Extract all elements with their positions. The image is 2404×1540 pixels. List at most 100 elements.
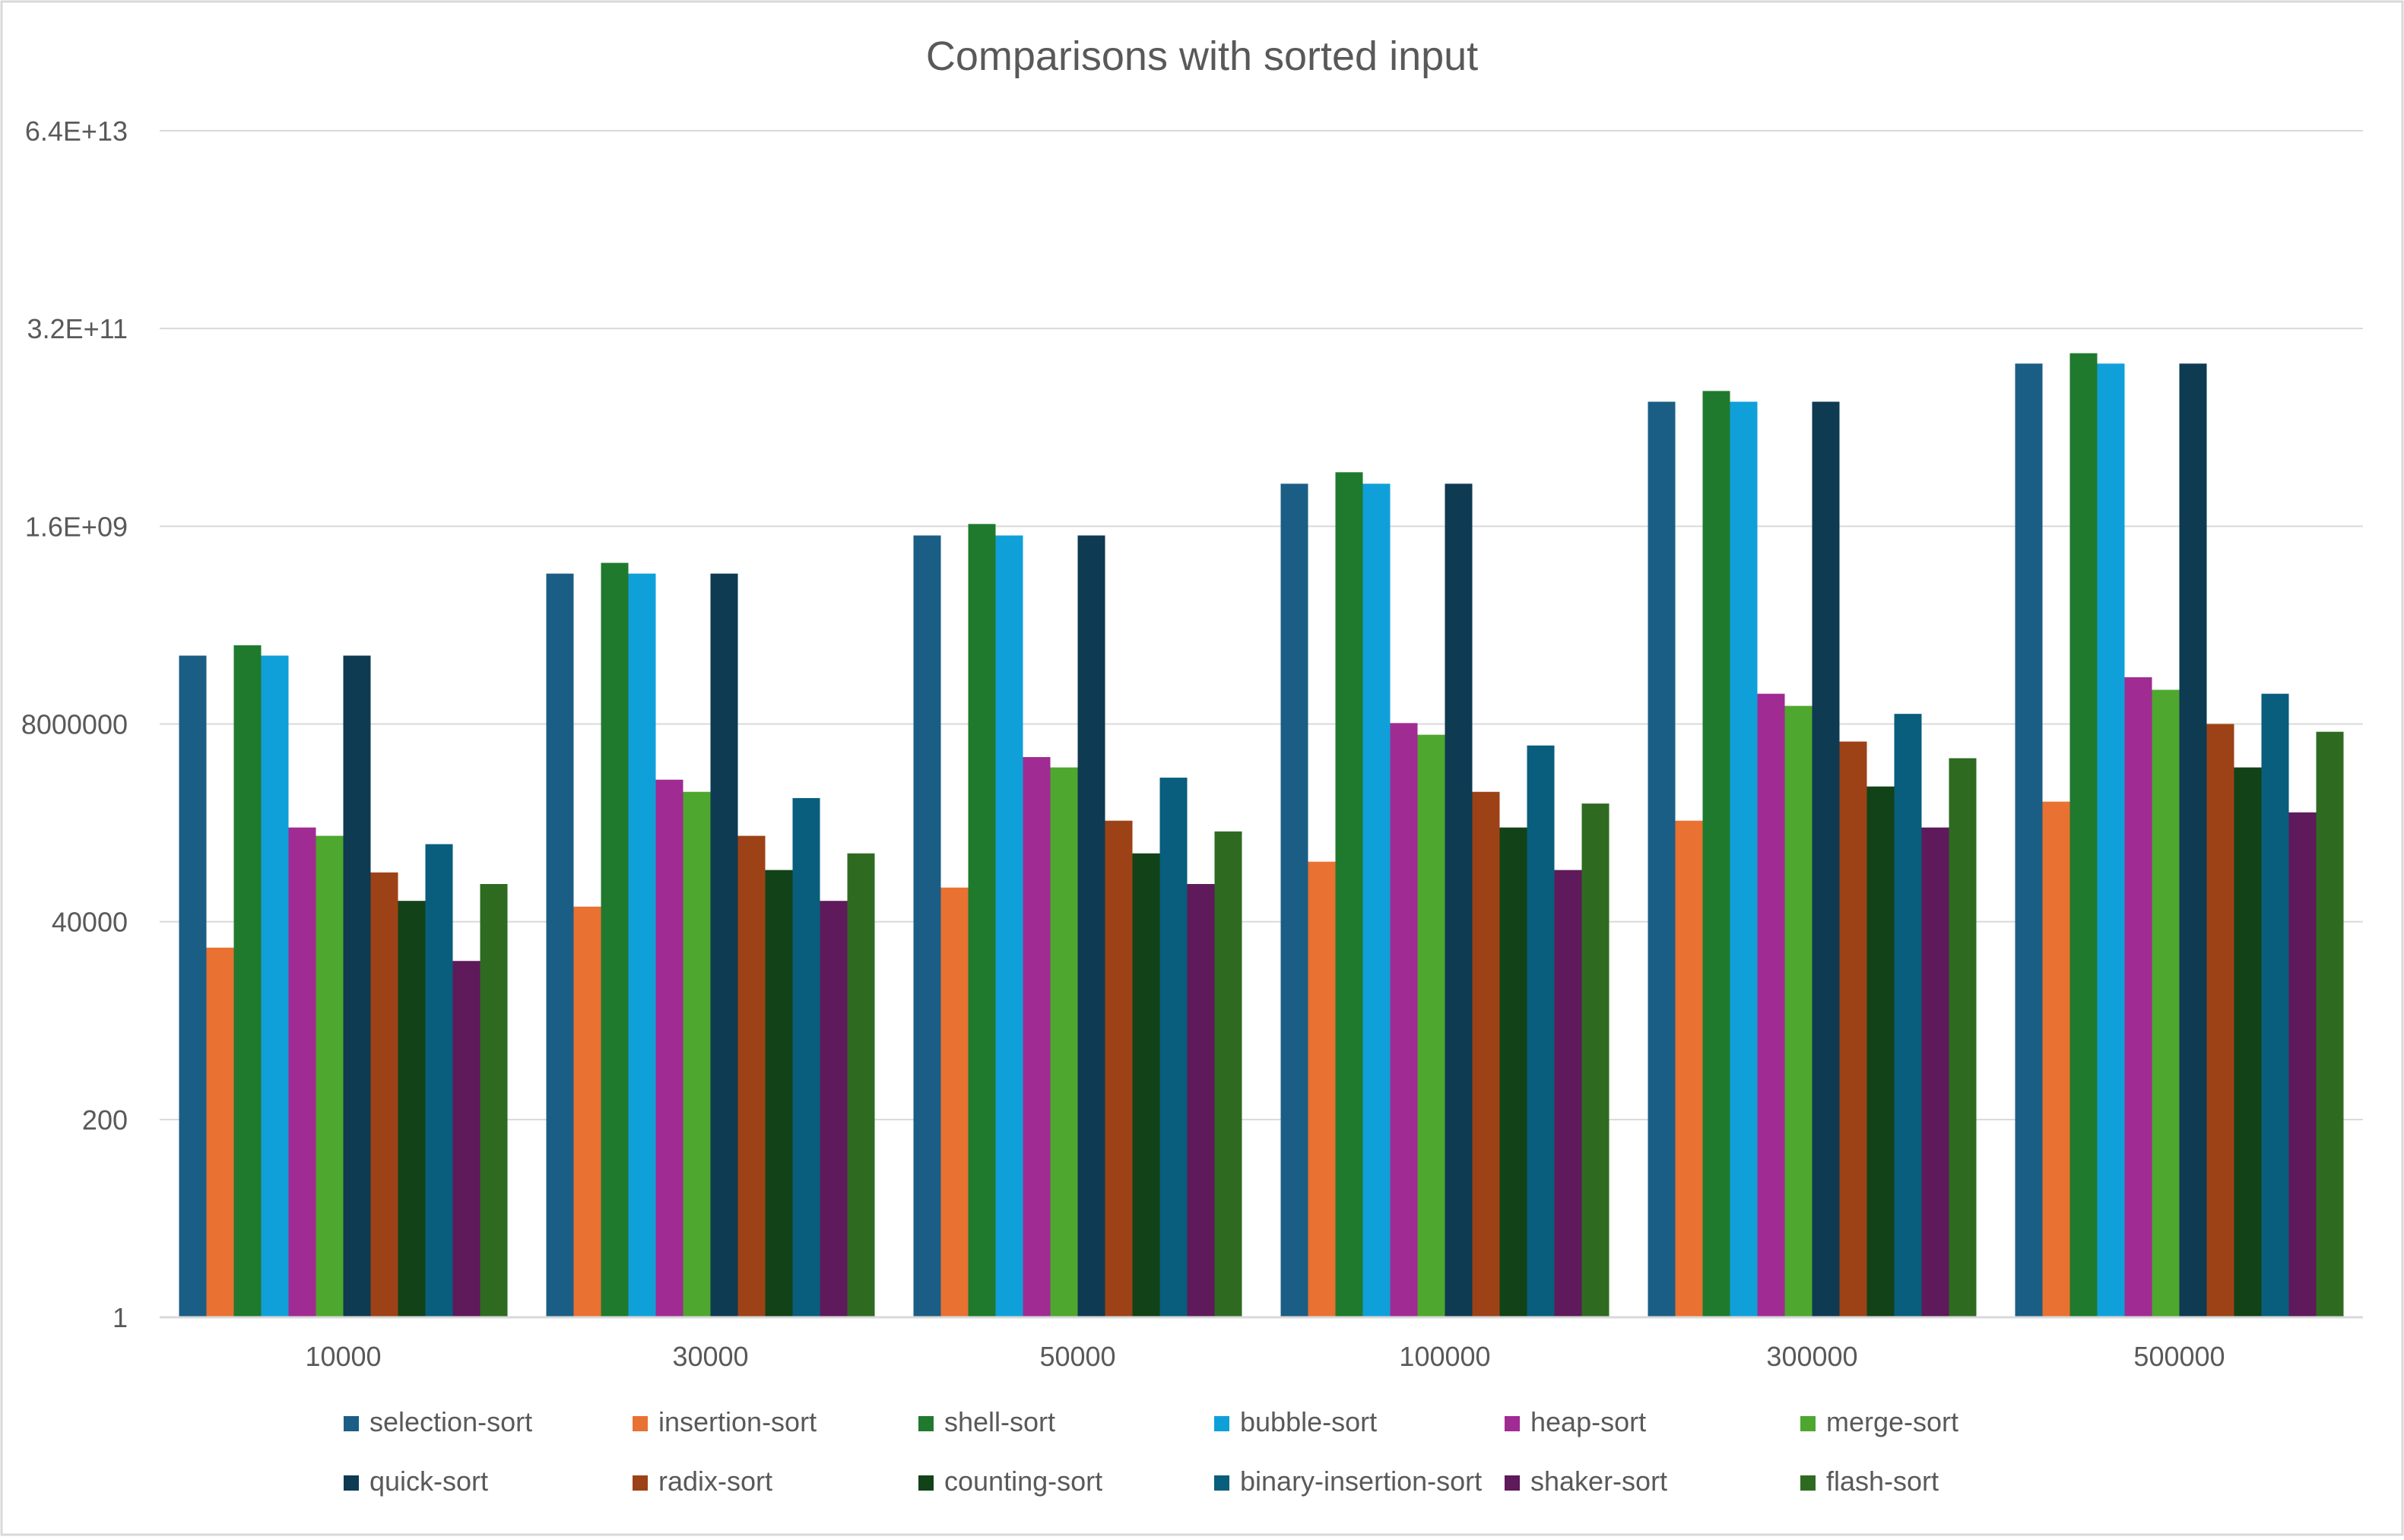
bar-shell-sort — [1702, 391, 1730, 1317]
legend-item: binary-insertion-sort — [1214, 1466, 1482, 1497]
bar-bubble-sort — [628, 573, 656, 1317]
bar-shaker-sort — [2288, 812, 2317, 1317]
bar-selection-sort — [913, 535, 941, 1317]
bar-binary-insertion-sort — [792, 797, 820, 1317]
bar-shaker-sort — [820, 901, 848, 1317]
gridlines — [160, 130, 2363, 1120]
x-tick-label: 300000 — [1766, 1341, 1857, 1372]
bar-flash-sort — [847, 853, 875, 1317]
bar-bubble-sort — [261, 655, 289, 1317]
y-tick-label: 1 — [113, 1302, 128, 1333]
bar-radix-sort — [1105, 820, 1133, 1317]
y-tick-label: 1.6E+09 — [25, 511, 128, 542]
bar-radix-sort — [1472, 791, 1500, 1317]
legend-item: shell-sort — [918, 1406, 1055, 1437]
bar-shell-sort — [601, 562, 629, 1317]
bar-quick-sort — [1445, 483, 1473, 1317]
legend-swatch — [918, 1475, 934, 1491]
bars — [179, 353, 2344, 1318]
bar-binary-insertion-sort — [1159, 778, 1188, 1317]
bar-heap-sort — [1390, 723, 1418, 1317]
legend-label: binary-insertion-sort — [1240, 1466, 1482, 1497]
bar-flash-sort — [2316, 731, 2344, 1317]
legend: selection-sort insertion-sort shell-sort bu… — [344, 1406, 1958, 1497]
bar-radix-sort — [1839, 741, 1867, 1317]
bar-shaker-sort — [1921, 827, 1949, 1317]
chart-title: Comparisons with sorted input — [926, 33, 1478, 79]
y-tick-label: 8000000 — [21, 709, 128, 740]
bar-merge-sort — [2152, 689, 2180, 1317]
bar-flash-sort — [1214, 831, 1242, 1317]
legend-swatch — [1505, 1416, 1520, 1431]
x-tick-label: 30000 — [672, 1341, 748, 1372]
bar-merge-sort — [1417, 734, 1445, 1317]
bar-selection-sort — [1648, 401, 1676, 1317]
legend-swatch — [344, 1416, 359, 1431]
bar-insertion-sort — [206, 947, 234, 1317]
legend-swatch — [1214, 1475, 1229, 1491]
bar-radix-sort — [737, 835, 766, 1317]
y-tick-label: 200 — [82, 1104, 128, 1136]
x-tick-label: 50000 — [1039, 1341, 1115, 1372]
x-axis-tick-labels: 10000 30000 50000 100000 300000 500000 — [305, 1341, 2225, 1372]
x-tick-label: 500000 — [2133, 1341, 2225, 1372]
legend-swatch — [1800, 1416, 1816, 1431]
bar-merge-sort — [1784, 705, 1813, 1317]
bar-binary-insertion-sort — [1894, 714, 1922, 1317]
bar-heap-sort — [1757, 693, 1785, 1317]
bar-binary-insertion-sort — [2261, 693, 2289, 1317]
bar-flash-sort — [1949, 758, 1977, 1317]
bar-selection-sort — [546, 573, 574, 1317]
bar-counting-sort — [2234, 767, 2262, 1317]
bar-shaker-sort — [1187, 883, 1215, 1317]
legend-item: insertion-sort — [633, 1406, 817, 1437]
bar-selection-sort — [179, 655, 207, 1317]
legend-label: bubble-sort — [1240, 1406, 1377, 1437]
bar-bubble-sort — [1362, 483, 1391, 1317]
legend-swatch — [1505, 1475, 1520, 1491]
legend-swatch — [918, 1416, 934, 1431]
x-tick-label: 10000 — [305, 1341, 381, 1372]
bar-radix-sort — [2206, 724, 2234, 1317]
bar-shaker-sort — [452, 961, 480, 1317]
legend-item: selection-sort — [344, 1406, 532, 1437]
legend-swatch — [344, 1475, 359, 1491]
legend-label: heap-sort — [1530, 1406, 1646, 1437]
legend-label: radix-sort — [658, 1466, 772, 1497]
legend-item: shaker-sort — [1505, 1466, 1667, 1497]
bar-heap-sort — [2124, 677, 2152, 1317]
bar-quick-sort — [343, 655, 371, 1317]
y-tick-label: 40000 — [52, 907, 128, 938]
legend-item: radix-sort — [633, 1466, 772, 1497]
bar-quick-sort — [1077, 535, 1105, 1317]
bar-shell-sort — [968, 524, 996, 1317]
bar-insertion-sort — [1675, 820, 1703, 1317]
legend-swatch — [1800, 1475, 1816, 1491]
legend-label: merge-sort — [1826, 1406, 1958, 1437]
bar-bubble-sort — [1730, 401, 1758, 1317]
bar-merge-sort — [316, 835, 344, 1317]
bar-counting-sort — [1499, 827, 1527, 1317]
bar-bubble-sort — [995, 535, 1023, 1317]
bar-merge-sort — [1050, 767, 1078, 1317]
legend-item: merge-sort — [1800, 1406, 1958, 1437]
bar-counting-sort — [1132, 853, 1160, 1317]
legend-swatch — [633, 1475, 648, 1491]
legend-label: shell-sort — [944, 1406, 1055, 1437]
bar-quick-sort — [1812, 401, 1840, 1317]
bar-insertion-sort — [1308, 861, 1336, 1317]
legend-label: counting-sort — [944, 1466, 1102, 1497]
legend-swatch — [633, 1416, 648, 1431]
legend-item: heap-sort — [1505, 1406, 1646, 1437]
bar-shell-sort — [233, 645, 262, 1317]
bar-counting-sort — [1866, 786, 1895, 1317]
bar-selection-sort — [2015, 363, 2043, 1317]
legend-label: selection-sort — [369, 1406, 532, 1437]
legend-label: shaker-sort — [1530, 1466, 1667, 1497]
legend-item: flash-sort — [1800, 1466, 1939, 1497]
bar-flash-sort — [1581, 803, 1610, 1317]
bar-insertion-sort — [940, 887, 969, 1317]
x-tick-label: 100000 — [1399, 1341, 1490, 1372]
